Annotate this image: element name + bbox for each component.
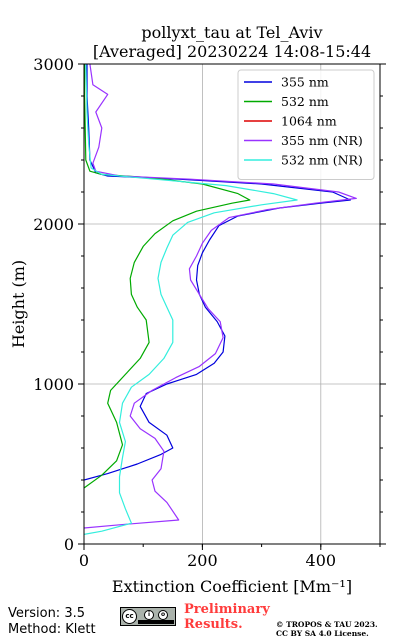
method-text: Method: Klett <box>8 622 96 637</box>
badge-strip <box>138 620 174 624</box>
legend-label: 355 nm <box>281 75 329 90</box>
series-line-355-nm-nr- <box>84 64 357 529</box>
x-axis-label: Extinction Coefficient [Mm⁻¹] <box>112 577 352 596</box>
results-word: Results. <box>184 617 243 632</box>
y-tick-label: 1000 <box>33 375 74 394</box>
legend-label: 1064 nm <box>281 114 337 129</box>
cc-license-badge: cc i o <box>120 607 176 626</box>
license-text: CC BY SA 4.0 License. <box>276 629 369 638</box>
footer-info: Version: 3.5 Method: Klett <box>8 606 96 638</box>
y-tick-label: 2000 <box>33 215 74 234</box>
axis-ticks: 0 200 400 0 1000 2000 3000 <box>33 55 386 570</box>
chart-subtitle: [Averaged] 20230224 14:08-15:44 <box>93 42 371 61</box>
plot-frame <box>83 63 381 545</box>
y-tick-label: 3000 <box>33 55 74 74</box>
legend-label: 355 nm (NR) <box>281 133 363 148</box>
sa-icon: o <box>158 610 168 620</box>
version-text: Version: 3.5 <box>8 606 85 621</box>
legend: 355 nm 532 nm 1064 nm 355 nm (NR) 532 nm (NR… <box>237 69 375 180</box>
extinction-profile-chart: pollyxt_tau at Tel_Aviv [Averaged] 20230… <box>9 23 386 596</box>
series-line-532-nm-nr- <box>84 64 298 535</box>
legend-label: 532 nm <box>281 94 329 109</box>
x-tick-label: 400 <box>306 551 337 570</box>
preliminary-word: Preliminary <box>184 602 270 617</box>
by-icon: i <box>144 610 154 620</box>
y-axis-label: Height (m) <box>9 260 28 348</box>
series-line-532-nm <box>84 64 251 489</box>
y-tick-label: 0 <box>64 535 74 554</box>
series-lines <box>84 64 357 535</box>
legend-label: 532 nm (NR) <box>281 153 363 168</box>
copyright-notice: © TROPOS & TAU 2023. CC BY SA 4.0 Licens… <box>276 620 378 638</box>
preliminary-notice: Preliminary Results. <box>184 602 270 632</box>
chart-title: pollyxt_tau at Tel_Aviv <box>141 23 322 42</box>
legend-box <box>237 69 375 180</box>
copyright-text: © TROPOS & TAU 2023. <box>276 620 378 629</box>
x-tick-label: 0 <box>79 551 89 570</box>
cc-icon: cc <box>122 609 137 624</box>
x-tick-label: 200 <box>187 551 218 570</box>
